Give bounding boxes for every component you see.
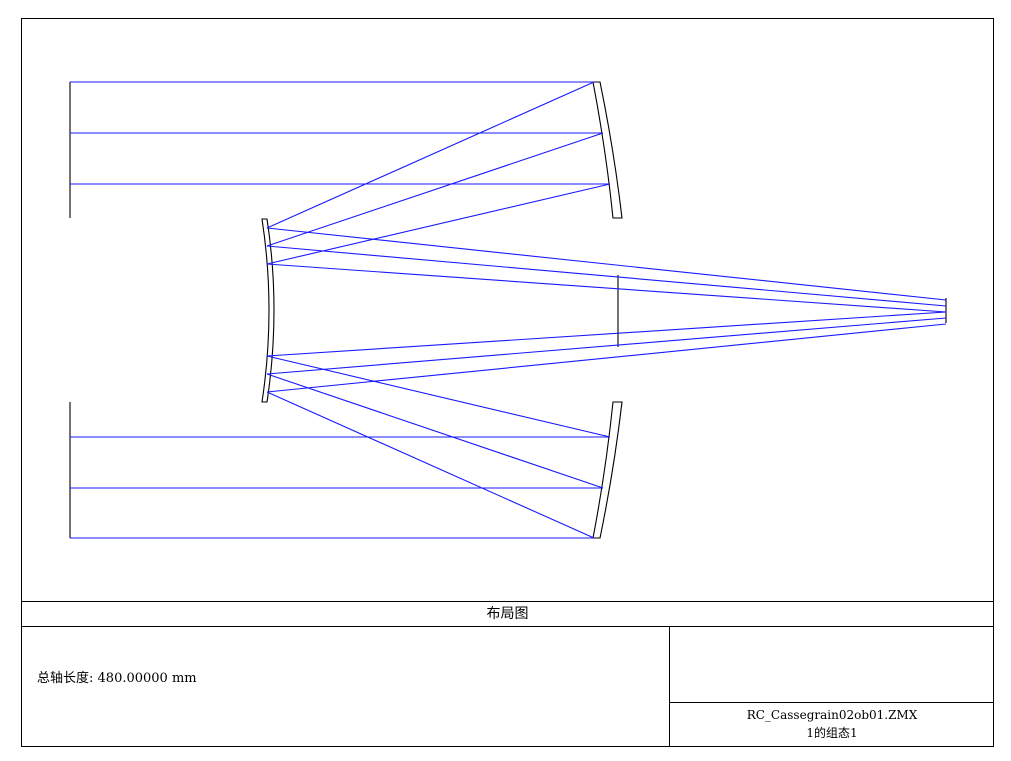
ray-to-focus-top-1	[266, 245, 947, 307]
info-panel-right-top	[670, 627, 994, 703]
total-length-label: 总轴长度:	[37, 671, 94, 686]
ray-to-focus-bottom-1	[266, 317, 947, 375]
ray-primary-to-secondary-top-0	[266, 81, 595, 229]
info-panel-left: 总轴长度: 480.00000 mm	[21, 627, 670, 747]
info-panel-right-bottom: RC_Cassegrain02ob01.ZMX 1的组态1	[670, 703, 994, 747]
total-length-value: 480.00000 mm	[97, 671, 197, 686]
ray-to-focus-bottom-2	[266, 323, 947, 393]
file-name: RC_Cassegrain02ob01.ZMX	[746, 708, 918, 722]
ray-to-focus-top-0	[266, 227, 947, 301]
configuration-label: 1的组态1	[806, 726, 858, 740]
ray-primary-to-secondary-top-2	[266, 183, 611, 265]
plot-frame	[21, 18, 994, 747]
ray-to-focus-top-2	[266, 263, 947, 313]
ray-primary-to-secondary-top-1	[266, 132, 604, 247]
ray-to-focus-bottom-0	[266, 311, 947, 357]
primary-mirror-top	[592, 81, 623, 219]
ray-primary-to-secondary-bottom-2	[266, 391, 595, 539]
total-axial-length: 总轴长度: 480.00000 mm	[37, 667, 197, 686]
primary-mirror-bottom	[592, 401, 623, 539]
secondary-mirror	[261, 218, 275, 403]
ray-primary-to-secondary-bottom-1	[266, 373, 604, 489]
layout-caption: 布局图	[21, 601, 994, 627]
ray-primary-to-secondary-bottom-0	[266, 355, 611, 438]
